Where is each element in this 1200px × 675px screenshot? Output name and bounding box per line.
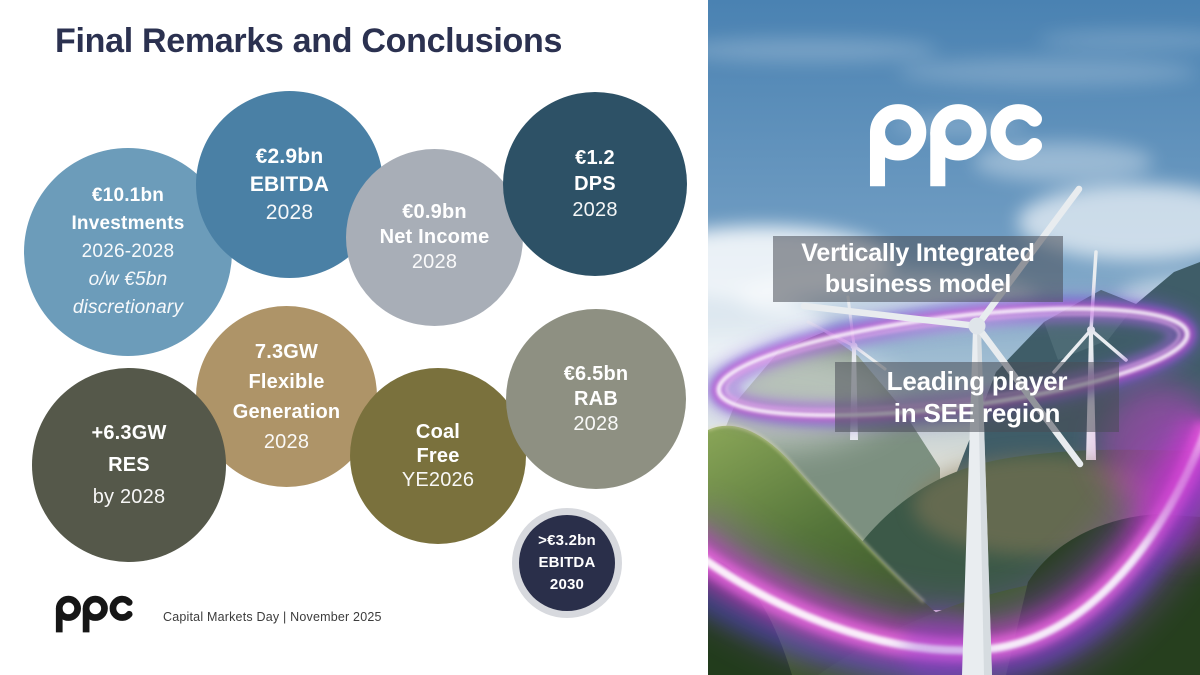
bubble-line: Net Income [379,226,490,248]
bubble-ebitda-2028: €2.9bn EBITDA 2028 [196,91,383,278]
bubble-ebitda-2030: >€3.2bn EBITDA 2030 [519,515,615,611]
bubble-line: +6.3GW [91,422,167,444]
bubble-line: RES [108,454,150,476]
bubble-line: Free [416,445,460,467]
bubble-line: YE2026 [401,469,475,491]
overlay-line: Leading player [886,366,1068,396]
bubble-dps: €1.2 DPS 2028 [503,92,687,276]
bubble-line: Generation [232,400,341,423]
overlay-vertically-integrated: Vertically Integrated business model [773,236,1063,302]
overlay-line: Vertically Integrated [801,239,1035,267]
bubble-line: €2.9bn [255,144,324,168]
bubble-line: Coal [415,421,461,443]
bubble-res: +6.3GW RES by 2028 [32,368,226,562]
bubble-rab: €6.5bn RAB 2028 [506,309,686,489]
bubble-line: €10.1bn [91,185,165,206]
bubble-line: 2028 [573,412,619,435]
bubble-line: DPS [574,173,616,195]
bubble-line: EBITDA [538,554,596,571]
bubble-line: 2028 [411,251,458,273]
footer: Capital Markets Day | November 2025 [55,594,382,634]
bubble-line: 2026-2028 [81,241,175,262]
bubble-line: EBITDA [249,172,330,196]
bubble-flexible-generation: 7.3GW Flexible Generation 2028 [196,306,377,487]
bubble-line: 2028 [263,430,310,453]
photo-panel: Vertically Integrated business model Lea… [708,0,1200,675]
bubble-line: Investments [71,213,185,234]
ppc-logo-footer [55,595,133,633]
bubble-line: 7.3GW [254,340,319,363]
overlay-line: in SEE region [893,398,1061,428]
bubble-coal-free: Coal Free YE2026 [350,368,526,544]
bubble-line: 2028 [572,199,618,221]
landscape-photo [708,0,1200,675]
bubble-line: 2028 [265,200,314,224]
bubble-line: Flexible [248,370,325,393]
bubble-line: discretionary [72,297,184,318]
left-panel: Final Remarks and Conclusions €10.1bn In… [24,22,687,634]
bubble-net-income: €0.9bn Net Income 2028 [346,149,523,326]
bubble-line: 2030 [549,576,585,593]
wind-turbine-main [800,185,1084,675]
bubble-line: >€3.2bn [538,532,596,549]
bubble-line: €1.2 [575,147,615,169]
bubble-line: €6.5bn [563,362,629,385]
ppc-logo-photo [869,104,1043,187]
bubble-line: by 2028 [92,486,166,508]
overlay-line: business model [824,270,1012,298]
bubble-line: €0.9bn [402,201,467,223]
overlay-leading-player: Leading player in SEE region [835,362,1119,432]
bubble-line: o/w €5bn [88,269,168,290]
page-title: Final Remarks and Conclusions [55,22,563,60]
bubble-ebitda-2030-ring: >€3.2bn EBITDA 2030 [512,508,622,618]
footer-caption: Capital Markets Day | November 2025 [163,610,382,624]
bubble-line: RAB [574,387,618,410]
